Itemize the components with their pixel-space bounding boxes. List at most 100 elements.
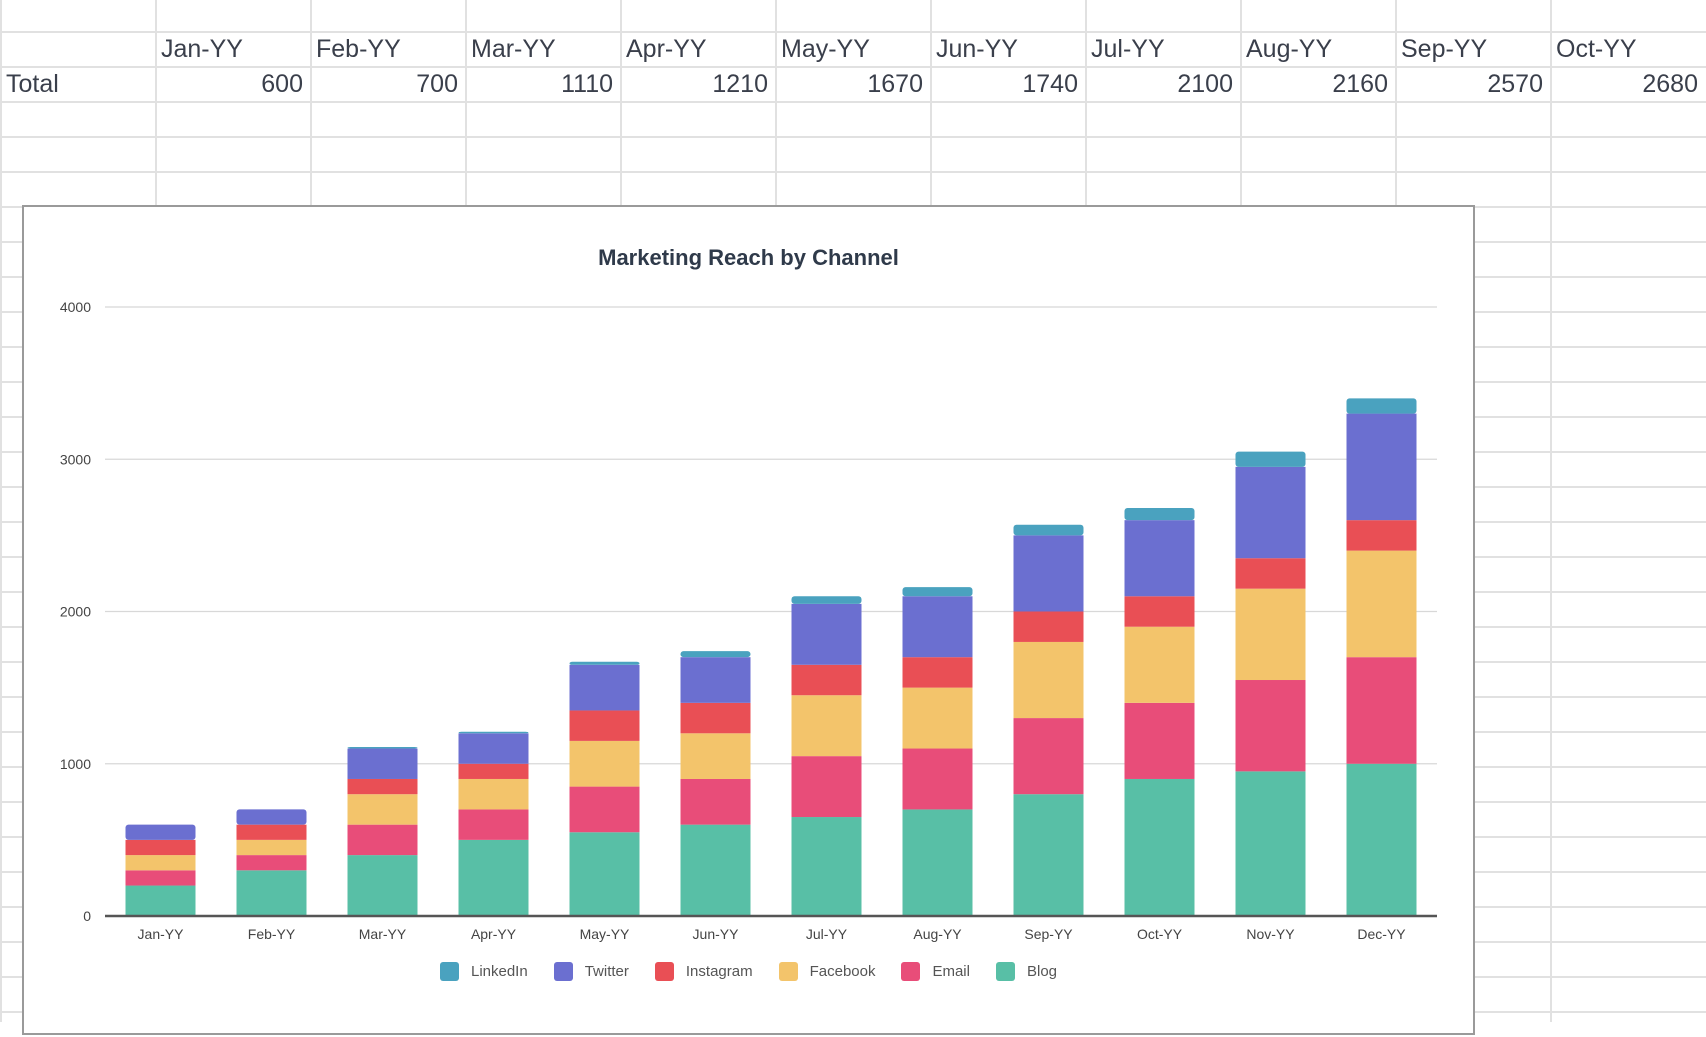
bar-segment-blog[interactable] <box>458 839 529 916</box>
total-value-cell[interactable]: 2570 <box>1487 70 1543 98</box>
bar-segment-instagram[interactable] <box>680 702 751 734</box>
bar-segment-twitter[interactable] <box>791 603 862 665</box>
bar-segment-blog[interactable] <box>125 885 196 916</box>
bar-segment-linkedin[interactable] <box>680 651 751 658</box>
bar-segment-linkedin[interactable] <box>791 596 862 604</box>
bar-segment-twitter[interactable] <box>236 809 307 825</box>
bar-segment-email[interactable] <box>125 870 196 886</box>
total-value-cell[interactable]: 1210 <box>712 70 768 98</box>
header-cell[interactable]: Jan-YY <box>161 35 243 63</box>
bar-segment-twitter[interactable] <box>1346 413 1417 521</box>
bar-segment-twitter[interactable] <box>902 596 973 658</box>
bar-segment-facebook[interactable] <box>680 733 751 779</box>
bar-segment-facebook[interactable] <box>236 839 307 856</box>
bar-segment-email[interactable] <box>569 786 640 833</box>
row-label-total[interactable]: Total <box>6 70 59 98</box>
chart-container[interactable]: Marketing Reach by Channel 0 1000 2000 3000… <box>22 205 1475 1035</box>
bar-segment-linkedin[interactable] <box>1013 524 1084 536</box>
bar-segment-twitter[interactable] <box>125 824 196 840</box>
bar-segment-email[interactable] <box>458 809 529 840</box>
bar-segment-facebook[interactable] <box>791 695 862 757</box>
bar-segment-linkedin[interactable] <box>458 731 529 734</box>
bar-segment-facebook[interactable] <box>569 740 640 787</box>
bar-segment-facebook[interactable] <box>347 794 418 825</box>
bar-segment-blog[interactable] <box>1235 771 1306 916</box>
bar-segment-twitter[interactable] <box>1235 466 1306 559</box>
bar-segment-instagram[interactable] <box>1124 596 1195 627</box>
bar-segment-linkedin[interactable] <box>1235 451 1306 467</box>
bar-segment-blog[interactable] <box>902 809 973 916</box>
bar-segment-blog[interactable] <box>236 870 307 916</box>
header-cell[interactable]: Sep-YY <box>1401 35 1488 63</box>
bar-segment-twitter[interactable] <box>347 748 418 779</box>
bar-segment-instagram[interactable] <box>236 824 307 840</box>
bar-segment-twitter[interactable] <box>458 733 529 764</box>
bar-segment-blog[interactable] <box>1124 778 1195 916</box>
header-cell-blank[interactable] <box>6 32 151 66</box>
bar-segment-blog[interactable] <box>1346 763 1417 916</box>
bar-segment-instagram[interactable] <box>125 839 196 856</box>
bar-segment-instagram[interactable] <box>1235 558 1306 589</box>
bar-segment-instagram[interactable] <box>1346 520 1417 551</box>
bar-segment-email[interactable] <box>236 855 307 871</box>
bar-segment-instagram[interactable] <box>902 657 973 688</box>
total-value-cell[interactable]: 2160 <box>1332 70 1388 98</box>
bar-segment-email[interactable] <box>680 778 751 825</box>
bar-segment-facebook[interactable] <box>902 687 973 749</box>
x-tick-label: Dec-YY <box>1357 926 1406 942</box>
bar-segment-twitter[interactable] <box>1013 535 1084 612</box>
bar-segment-linkedin[interactable] <box>1124 507 1195 521</box>
bar-segment-linkedin[interactable] <box>902 587 973 597</box>
bar-segment-blog[interactable] <box>347 855 418 916</box>
legend-item-twitter[interactable]: Twitter <box>553 962 629 981</box>
bar-segment-facebook[interactable] <box>1124 626 1195 703</box>
bar-segment-facebook[interactable] <box>1013 641 1084 719</box>
bar-segment-email[interactable] <box>347 824 418 856</box>
bar-segment-email[interactable] <box>1346 657 1417 764</box>
bar-segment-facebook[interactable] <box>1235 588 1306 681</box>
bar-segment-blog[interactable] <box>680 824 751 916</box>
bar-segment-linkedin[interactable] <box>569 661 640 665</box>
bar-segment-facebook[interactable] <box>125 855 196 871</box>
legend-item-instagram[interactable]: Instagram <box>654 962 753 981</box>
bar-segment-linkedin[interactable] <box>347 747 418 749</box>
total-value-cell[interactable]: 1670 <box>867 70 923 98</box>
legend-item-blog[interactable]: Blog <box>995 962 1057 981</box>
header-cell[interactable]: Aug-YY <box>1246 35 1333 63</box>
header-cell[interactable]: Oct-YY <box>1556 35 1637 63</box>
legend-item-facebook[interactable]: Facebook <box>778 962 875 981</box>
header-cell[interactable]: Apr-YY <box>626 35 707 63</box>
bar-segment-email[interactable] <box>902 748 973 810</box>
bar-segment-email[interactable] <box>1235 680 1306 772</box>
bar-segment-facebook[interactable] <box>1346 550 1417 658</box>
bar-segment-instagram[interactable] <box>569 710 640 741</box>
total-value-cell[interactable]: 1110 <box>561 70 613 98</box>
total-value-cell[interactable]: 600 <box>261 70 303 98</box>
header-cell[interactable]: May-YY <box>781 35 870 63</box>
bar-segment-instagram[interactable] <box>458 763 529 779</box>
bar-segment-twitter[interactable] <box>680 657 751 703</box>
header-cell[interactable]: Mar-YY <box>471 35 556 63</box>
bar-segment-blog[interactable] <box>1013 794 1084 916</box>
bar-segment-twitter[interactable] <box>569 664 640 711</box>
bar-segment-email[interactable] <box>1124 702 1195 779</box>
header-cell[interactable]: Jun-YY <box>936 35 1018 63</box>
header-cell[interactable]: Feb-YY <box>316 35 401 63</box>
bar-segment-twitter[interactable] <box>1124 520 1195 597</box>
total-value-cell[interactable]: 700 <box>416 70 458 98</box>
bar-segment-instagram[interactable] <box>1013 611 1084 642</box>
bar-segment-linkedin[interactable] <box>1346 398 1417 414</box>
bar-segment-instagram[interactable] <box>347 778 418 795</box>
total-value-cell[interactable]: 1740 <box>1022 70 1078 98</box>
bar-segment-blog[interactable] <box>569 832 640 916</box>
header-cell[interactable]: Jul-YY <box>1091 35 1165 63</box>
bar-segment-blog[interactable] <box>791 817 862 916</box>
total-value-cell[interactable]: 2680 <box>1642 70 1698 98</box>
legend-item-email[interactable]: Email <box>901 962 970 981</box>
legend-item-linkedin[interactable]: LinkedIn <box>439 962 528 981</box>
bar-segment-email[interactable] <box>791 756 862 818</box>
total-value-cell[interactable]: 2100 <box>1177 70 1233 98</box>
bar-segment-instagram[interactable] <box>791 664 862 696</box>
bar-segment-facebook[interactable] <box>458 778 529 810</box>
bar-segment-email[interactable] <box>1013 718 1084 795</box>
